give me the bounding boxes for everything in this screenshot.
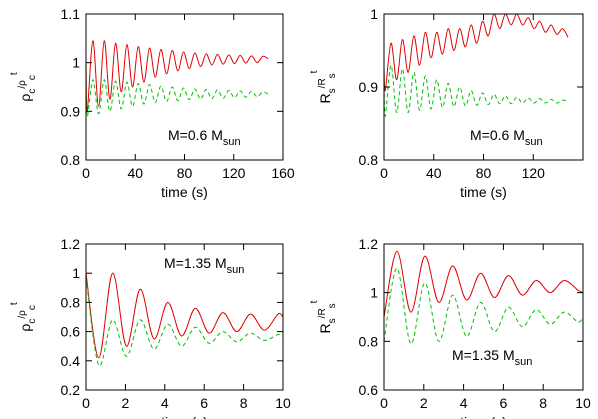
x-tick-label: 8 (539, 395, 547, 411)
y-axis-label-part: c (27, 319, 38, 324)
y-axis-label-part: R (317, 93, 333, 103)
annotation-sub: sun (515, 356, 533, 368)
y-tick-label: 0.9 (359, 79, 379, 95)
y-axis-label: ρc/ρct (9, 72, 38, 101)
y-tick-label: 1 (72, 265, 80, 281)
x-tick-label: 80 (476, 165, 492, 181)
x-tick-label: 0 (380, 395, 388, 411)
annotation-text: M=0.6 M (470, 127, 525, 143)
y-tick-label: 0.6 (61, 324, 81, 340)
plot-frame (85, 243, 284, 391)
y-axis-label-part: t (9, 72, 20, 75)
x-tick-label: 10 (575, 395, 591, 411)
series-line (86, 67, 269, 117)
y-axis-label-part: t (309, 300, 320, 303)
y-axis-label-part: ρ (17, 94, 33, 102)
x-tick-label: 40 (127, 165, 143, 181)
annotation-text: M=0.6 M (168, 127, 223, 143)
x-tick-label: 6 (500, 395, 508, 411)
y-axis-label-part: R (317, 323, 333, 333)
plot-frame (383, 243, 584, 391)
series-line (384, 250, 583, 318)
x-tick-label: 6 (200, 395, 208, 411)
x-tick-label: 4 (460, 395, 468, 411)
panel: 0 2 4 6 8 10 0.6 0.8 1 1.2 time (s) Rs/Rs t M=1.35 Ms… (309, 236, 591, 419)
y-axis-label-part: /ρ (17, 80, 28, 89)
y-axis-label-part: c (27, 305, 38, 310)
y-axis-label-part: s (327, 303, 338, 308)
series-line (86, 277, 283, 367)
x-tick-label: 120 (522, 165, 546, 181)
series-line (384, 14, 569, 92)
y-tick-label: 1 (370, 285, 378, 301)
y-axis-label-part: s (327, 318, 338, 323)
x-tick-label: 2 (122, 395, 130, 411)
x-axis-label: time (s) (460, 414, 507, 419)
annotation-sub: sun (223, 136, 241, 148)
y-axis-label: Rs/Rs t (309, 300, 338, 333)
y-tick-label: 1 (370, 6, 378, 22)
y-axis-label-part: s (327, 88, 338, 93)
annotation: M=1.35 Msun (164, 255, 244, 276)
annotation: M=1.35 Msun (452, 347, 532, 368)
y-tick-label: 0.9 (61, 103, 81, 119)
annotation-sub: sun (227, 264, 245, 276)
annotation: M=0.6 Msun (470, 127, 543, 148)
x-axis-label: time (s) (161, 414, 208, 419)
y-tick-label: 1.2 (359, 236, 379, 252)
annotation-sub: sun (525, 136, 543, 148)
y-tick-label: 1.1 (61, 6, 81, 22)
y-tick-label: 0.8 (61, 152, 81, 168)
y-tick-label: 0.8 (359, 333, 379, 349)
y-tick-label: 0.8 (61, 294, 81, 310)
x-axis-label: time (s) (161, 184, 208, 200)
y-tick-label: 0.2 (61, 382, 81, 398)
y-tick-label: 1.2 (61, 236, 81, 252)
x-tick-label: 160 (271, 165, 295, 181)
panel: 0 40 80 120 0.8 0.9 1 time (s) Rs/Rs t M=0.6 Msun (309, 6, 584, 200)
y-tick-label: 1 (72, 55, 80, 71)
annotation-text: M=1.35 M (452, 347, 515, 363)
x-tick-label: 8 (240, 395, 248, 411)
x-tick-label: 4 (161, 395, 169, 411)
annotation: M=0.6 Msun (168, 127, 241, 148)
y-axis-label-part: /ρ (17, 310, 28, 319)
x-tick-label: 10 (275, 395, 291, 411)
y-axis-label: Rs/Rs t (309, 70, 338, 103)
y-axis-label-part: c (27, 75, 38, 80)
x-tick-label: 120 (222, 165, 246, 181)
x-tick-label: 80 (177, 165, 193, 181)
x-tick-label: 0 (82, 165, 90, 181)
series-line (384, 64, 569, 117)
x-axis-label: time (s) (460, 184, 507, 200)
y-axis-label: ρc/ρct (9, 302, 38, 331)
y-axis-label-part: /R (317, 308, 328, 318)
annotation-text: M=1.35 M (164, 255, 227, 271)
x-tick-label: 2 (420, 395, 428, 411)
x-tick-label: 0 (380, 165, 388, 181)
x-tick-label: 40 (426, 165, 442, 181)
y-tick-label: 0.4 (61, 353, 81, 369)
y-axis-label-part: c (27, 89, 38, 94)
y-axis-label-part: t (9, 302, 20, 305)
y-tick-label: 0.8 (359, 152, 379, 168)
y-axis-label-part: /R (317, 78, 328, 88)
series-line (86, 40, 269, 112)
x-tick-label: 0 (82, 395, 90, 411)
series-line (86, 272, 283, 359)
y-axis-label-part: t (309, 70, 320, 73)
y-axis-label-part: s (327, 73, 338, 78)
y-axis-label-part: ρ (17, 324, 33, 332)
y-tick-label: 0.6 (359, 382, 379, 398)
